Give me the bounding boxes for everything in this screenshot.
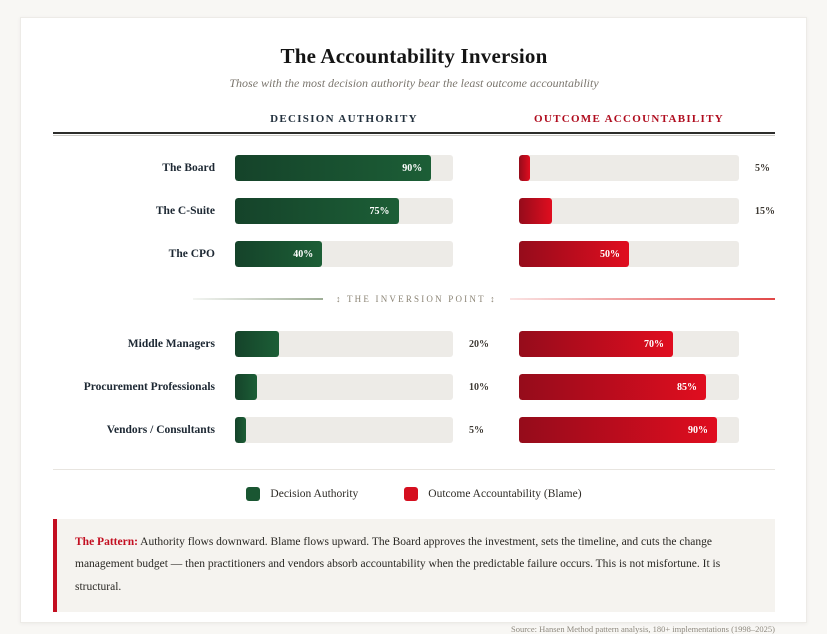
chart-row: Vendors / Consultants 5% 90% [53, 417, 775, 443]
legend-label: Outcome Accountability (Blame) [428, 488, 582, 500]
inversion-divider: ↕ THE INVERSION POINT ↕ [193, 294, 775, 304]
row-label: The Board [162, 162, 215, 174]
authority-bar-fill: 90% [235, 155, 432, 181]
bar-value-label: 90% [402, 162, 423, 174]
authority-bar-fill: 40% [235, 241, 323, 267]
authority-bar-fill [235, 331, 279, 357]
authority-bar-fill: 75% [235, 198, 399, 224]
accountability-bar-track: 70% [519, 331, 739, 357]
authority-bar-track: 75% [235, 198, 453, 224]
bar-value-label: 70% [644, 338, 664, 350]
chart-row: The Board 90% 5% [53, 155, 775, 181]
authority-bar-track: 90% [235, 155, 453, 181]
accountability-bar-track [519, 198, 739, 224]
column-header-decision-authority: DECISION AUTHORITY [270, 113, 418, 125]
legend-item-outcome-accountability: Outcome Accountability (Blame) [404, 487, 582, 501]
pattern-callout: The Pattern: Authority flows downward. B… [53, 519, 775, 613]
lower-group-rows: Middle Managers 20% 70% Procurement Profess… [53, 331, 775, 443]
bar-value-label: 75% [369, 205, 390, 217]
inversion-label: ↕ THE INVERSION POINT ↕ [336, 294, 497, 304]
legend-label: Decision Authority [270, 488, 359, 500]
bar-value-label: 40% [293, 248, 314, 260]
inversion-line-right [509, 298, 775, 300]
bar-value-label: 50% [600, 248, 620, 260]
row-label: Middle Managers [127, 338, 215, 350]
row-label: The CPO [168, 248, 215, 260]
bar-value-label: 15% [755, 205, 775, 217]
accountability-bar-fill: 50% [519, 241, 629, 267]
accountability-bar-fill: 90% [519, 417, 717, 443]
accountability-bar-track: 85% [519, 374, 739, 400]
legend-divider [53, 469, 775, 470]
column-header-outcome-accountability: OUTCOME ACCOUNTABILITY [533, 113, 725, 125]
outcome-accountability-swatch [404, 487, 419, 501]
column-headers: DECISION AUTHORITY OUTCOME ACCOUNTABILIT… [53, 113, 775, 125]
accountability-bar-track [519, 155, 739, 181]
accountability-bar-fill [519, 198, 552, 224]
inversion-line-left [193, 298, 323, 300]
bar-value-label: 5% [755, 162, 770, 174]
chart-subtitle: Those with the most decision authority b… [229, 76, 599, 90]
accountability-bar-fill: 85% [519, 374, 706, 400]
authority-bar-fill [235, 417, 246, 443]
bar-value-label: 20% [469, 338, 489, 350]
row-label: Vendors / Consultants [106, 424, 215, 436]
chart-row: Middle Managers 20% 70% [53, 331, 775, 357]
accountability-bar-track: 90% [519, 417, 739, 443]
bar-value-label: 5% [469, 424, 484, 436]
bar-value-label: 90% [688, 424, 708, 436]
authority-bar-fill [235, 374, 257, 400]
legend: Decision Authority Outcome Accountabilit… [53, 487, 775, 501]
decision-authority-swatch [246, 487, 261, 501]
chart-row: The CPO 40% 50% [53, 241, 775, 267]
chart-title: The Accountability Inversion [280, 44, 548, 68]
pattern-body: Authority flows downward. Blame flows up… [75, 536, 721, 593]
row-label: The C-Suite [155, 205, 215, 217]
header-divider [53, 132, 775, 136]
legend-item-decision-authority: Decision Authority [246, 487, 358, 501]
authority-bar-track [235, 374, 453, 400]
accountability-bar-fill [519, 155, 530, 181]
authority-bar-track: 40% [235, 241, 453, 267]
bar-value-label: 85% [677, 381, 697, 393]
accountability-bar-track: 50% [519, 241, 739, 267]
authority-bar-track [235, 331, 453, 357]
accountability-bar-fill: 70% [519, 331, 673, 357]
row-label: Procurement Professionals [83, 381, 215, 393]
chart-row: Procurement Professionals 10% 85% [53, 374, 775, 400]
chart-row: The C-Suite 75% 15% [53, 198, 775, 224]
upper-group-rows: The Board 90% 5% The C-Suite 75% 15% The CPO 40… [53, 155, 775, 267]
source-note: Source: Hansen Method pattern analysis, … [511, 624, 775, 634]
authority-bar-track [235, 417, 453, 443]
pattern-lead: The Pattern: [75, 536, 138, 548]
chart-card: The Accountability Inversion Those with … [20, 17, 807, 634]
bar-value-label: 10% [469, 381, 489, 393]
